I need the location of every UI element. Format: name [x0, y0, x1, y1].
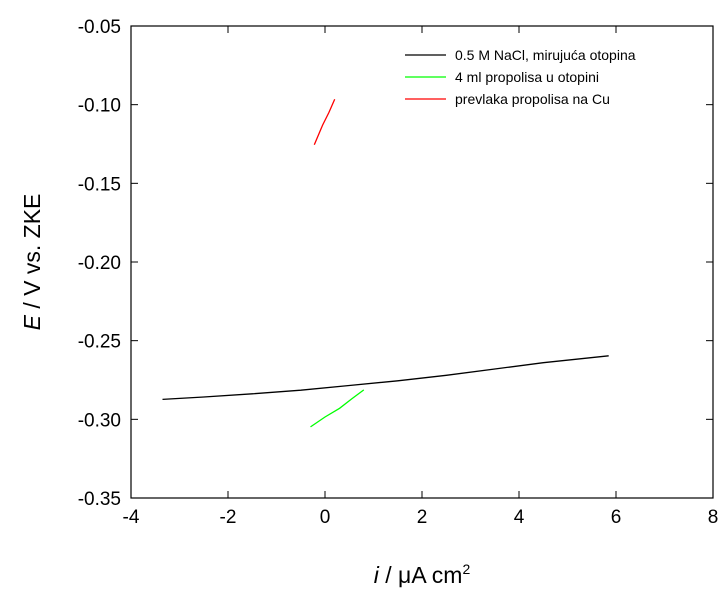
x-tick-label: 0: [320, 507, 331, 528]
x-axis-label-unit: / μA cm: [379, 562, 463, 588]
series-line-3: [313, 98, 336, 146]
x-axis-label: i / μA cm2: [374, 561, 471, 588]
series-lines: [162, 98, 609, 428]
y-tick-label: -0.15: [78, 174, 121, 195]
series-line-2: [310, 389, 365, 428]
series-line-1: [162, 355, 609, 401]
legend-label-1: 0.5 M NaCl, mirujuća otopina: [455, 47, 636, 63]
axis-ticks: -4 -2 0 2 4 6 8 -0.35 -0.30 -0.25 -0.20 -0.15 -0.10 -…: [78, 17, 719, 528]
y-axis-label-symbol: E: [19, 314, 45, 330]
y-tick-label: -0.10: [78, 96, 121, 117]
y-tick-label: -0.25: [78, 332, 121, 353]
x-tick-label: 8: [708, 507, 719, 528]
x-tick-label: -4: [123, 507, 140, 528]
y-tick-label: -0.35: [78, 489, 121, 510]
plot-frame: [130, 25, 714, 499]
y-axis-label-unit: / V vs. ZKE: [19, 194, 45, 315]
x-axis-label-symbol: i: [374, 562, 380, 588]
x-tick-label: -2: [220, 507, 237, 528]
legend-label-2: 4 ml propolisa u otopini: [455, 69, 599, 85]
y-tick-label: -0.30: [78, 410, 121, 431]
legend: 0.5 M NaCl, mirujuća otopina 4 ml propoli…: [405, 47, 636, 107]
y-tick-label: -0.05: [78, 17, 121, 38]
x-axis-label-superscript: 2: [462, 561, 470, 577]
legend-label-3: prevlaka propolisa na Cu: [455, 91, 610, 107]
x-tick-label: 2: [417, 507, 428, 528]
y-tick-label: -0.20: [78, 253, 121, 274]
x-tick-label: 6: [611, 507, 622, 528]
x-tick-label: 4: [514, 507, 525, 528]
y-axis-label: E / V vs. ZKE: [19, 194, 45, 331]
